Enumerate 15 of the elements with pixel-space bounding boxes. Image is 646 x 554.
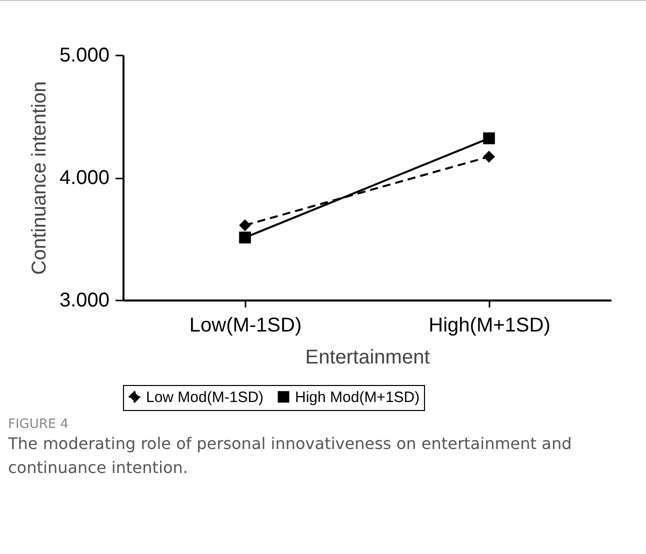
y-tick-label: 3.000 xyxy=(59,290,110,312)
x-tick-label: High(M+1SD) xyxy=(428,314,550,336)
legend-label: Low Mod(M-1SD) xyxy=(146,388,264,406)
text: The moderating role of personal innovativeness on entertainment and continuance intention. xyxy=(8,433,573,479)
point xyxy=(483,132,495,144)
y-axis-title: Continuance intention xyxy=(28,81,50,275)
legend-label: High Mod(M+1SD) xyxy=(295,388,420,406)
x-axis-title: Entertainment xyxy=(305,346,430,368)
x-tick-label: Low(M-1SD) xyxy=(189,314,302,336)
caption: FIGURE 4 xyxy=(8,417,70,432)
point xyxy=(239,232,251,244)
point xyxy=(483,150,495,163)
y-tick-label: 4.000 xyxy=(59,167,110,189)
point xyxy=(239,219,251,232)
y-tick-label: 5.000 xyxy=(59,44,110,66)
